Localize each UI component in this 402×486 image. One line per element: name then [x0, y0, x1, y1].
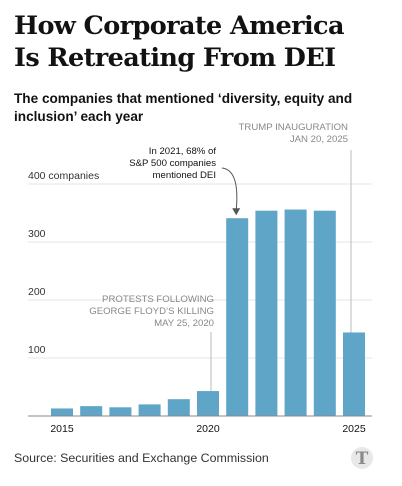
bar-2015: [51, 408, 73, 416]
y-tick-label: 100: [28, 344, 46, 356]
chart-title: How Corporate America Is Retreating From…: [14, 10, 394, 74]
bar-2025: [343, 332, 365, 416]
bar-2017: [109, 407, 132, 416]
bar-2016: [80, 406, 103, 416]
bar-2018: [138, 404, 161, 416]
x-tick-label: 2025: [342, 423, 366, 435]
annotation-trump: TRUMP INAUGURATION JAN 20, 2025: [239, 122, 349, 145]
bar-2021: [226, 218, 249, 416]
title-line-2: Is Retreating From DEI: [14, 43, 336, 73]
chart-subtitle: The companies that mentioned ‘diversity,…: [14, 90, 384, 126]
annotation-2021: In 2021, 68% of S&P 500 companies mentione…: [129, 146, 216, 181]
annotation-2021-line: In 2021, 68% of: [149, 146, 217, 157]
annotation-trump-line: JAN 20, 2025: [290, 134, 348, 145]
nyt-logo-icon: T: [351, 447, 373, 469]
y-tick-label: 400 companies: [28, 170, 99, 182]
source-note: Source: Securities and Exchange Commissi…: [14, 451, 269, 465]
bar-2019: [167, 399, 190, 416]
annotation-protests-line: MAY 25, 2020: [154, 318, 214, 329]
x-tick-label: 2015: [50, 423, 74, 435]
annotation-2021-arrowhead: [232, 208, 241, 216]
bar-2023: [284, 209, 307, 416]
svg-text:T: T: [356, 449, 369, 469]
bar-2022: [255, 210, 278, 416]
title-line-1: How Corporate America: [14, 11, 345, 41]
y-tick-label: 300: [28, 228, 46, 240]
annotation-2021-line: S&P 500 companies: [129, 158, 216, 169]
bar-2024: [313, 210, 336, 416]
x-tick-label: 2020: [196, 423, 220, 435]
annotation-protests: PROTESTS FOLLOWING GEORGE FLOYD’S KILLING…: [89, 294, 214, 329]
annotation-trump-line: TRUMP INAUGURATION: [239, 122, 349, 133]
annotation-protests-line: PROTESTS FOLLOWING: [102, 294, 214, 305]
annotation-2021-line: mentioned DEI: [153, 170, 216, 181]
subtitle-line-1: The companies that mentioned ‘diversity,…: [14, 91, 353, 106]
annotation-protests-line: GEORGE FLOYD’S KILLING: [89, 306, 214, 317]
annotation-2021-arrow: [221, 167, 238, 211]
y-tick-label: 200: [28, 286, 46, 298]
bar-2020: [197, 391, 219, 416]
subtitle-line-2: inclusion’ each year: [14, 109, 144, 124]
